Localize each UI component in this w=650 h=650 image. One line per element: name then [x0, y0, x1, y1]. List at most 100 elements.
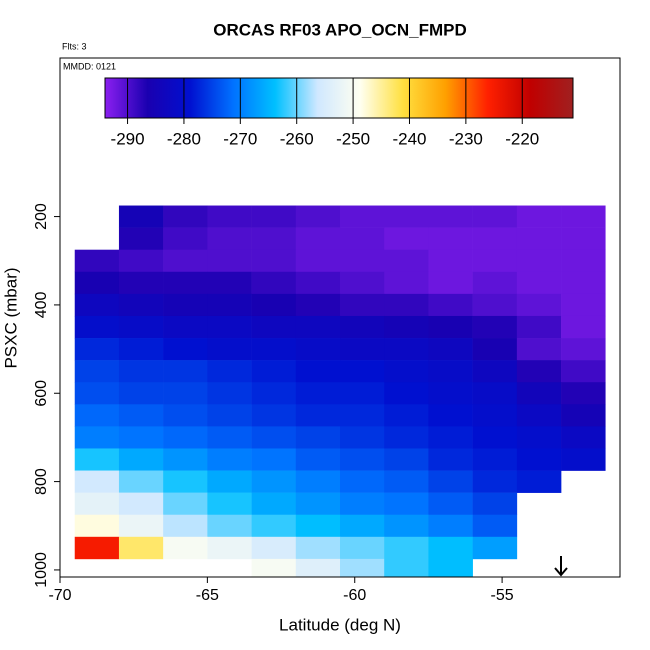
heat-cell	[118, 293, 164, 317]
heat-cell	[516, 404, 562, 427]
heat-cell	[74, 249, 120, 273]
heat-cell	[384, 315, 429, 339]
heat-cell	[561, 448, 606, 471]
heat-cell	[428, 492, 473, 516]
heat-cell	[207, 338, 252, 361]
heat-cell	[561, 271, 606, 295]
heat-cell	[340, 360, 385, 383]
heat-cell	[472, 360, 518, 383]
colorbar-tick-label: -230	[449, 129, 483, 148]
heat-cell	[384, 404, 429, 427]
heat-cell	[74, 448, 120, 471]
heat-cell	[295, 470, 341, 493]
y-tick-label: 1000	[33, 552, 50, 588]
colorbar-tick-label: -280	[167, 129, 201, 148]
heat-cell	[295, 536, 341, 560]
heat-cell	[74, 404, 120, 427]
heat-cell	[207, 492, 252, 516]
heat-cell	[163, 426, 208, 449]
heat-cell	[118, 360, 164, 383]
heat-cell	[118, 470, 164, 493]
heat-cell	[472, 271, 518, 295]
colorbar-tick-label: -260	[280, 129, 314, 148]
heat-cell	[384, 514, 429, 538]
heat-cell	[295, 382, 341, 405]
heat-cell	[251, 315, 297, 339]
heat-cell	[207, 382, 252, 405]
x-tick-label: -55	[491, 587, 514, 604]
heat-cell	[295, 448, 341, 471]
heat-cell	[251, 271, 297, 295]
plot-frame	[59, 57, 621, 578]
heat-cell	[118, 227, 164, 250]
heat-cell	[384, 382, 429, 405]
y-axis-label: PSXC (mbar)	[1, 267, 20, 368]
heat-cell	[516, 426, 562, 449]
heat-cell	[428, 448, 473, 471]
heat-cell	[516, 315, 562, 339]
heat-cell	[428, 360, 473, 383]
heat-cell	[74, 315, 120, 339]
heat-cell	[472, 249, 518, 273]
x-tick-label: -60	[343, 587, 366, 604]
heat-cell	[118, 514, 164, 538]
heat-cell	[251, 249, 297, 273]
heat-cell	[472, 514, 518, 538]
heat-cell	[251, 558, 297, 578]
heat-cell	[384, 227, 429, 250]
heat-cell	[74, 382, 120, 405]
heat-cell	[561, 227, 606, 250]
heat-cell	[428, 338, 473, 361]
heat-cell	[516, 448, 562, 471]
chart-title: ORCAS RF03 APO_OCN_FMPD	[213, 20, 466, 39]
colorbar-tick-label: -290	[111, 129, 145, 148]
heat-cell	[384, 558, 429, 578]
heat-cell	[340, 293, 385, 317]
heat-cell	[428, 558, 473, 578]
annotation: MMDD: 0121	[63, 61, 116, 71]
heat-cell	[163, 382, 208, 405]
heat-cell	[340, 271, 385, 295]
heat-cell	[118, 338, 164, 361]
heat-cell	[428, 293, 473, 317]
heat-cell	[207, 448, 252, 471]
y-tick-label: 400	[33, 291, 50, 318]
heat-cell	[384, 360, 429, 383]
heat-cell	[251, 205, 297, 228]
heat-cell	[207, 293, 252, 317]
heat-cell	[472, 426, 518, 449]
heat-cell	[472, 536, 518, 560]
heat-cell	[384, 249, 429, 273]
subtitle: Flts: 3	[62, 41, 87, 51]
heat-cell	[384, 271, 429, 295]
heat-cell	[251, 293, 297, 317]
heat-cell	[340, 558, 385, 578]
heat-cell	[516, 205, 562, 228]
heat-cell	[295, 271, 341, 295]
heat-cell	[340, 249, 385, 273]
heat-cell	[118, 382, 164, 405]
heat-cell	[472, 293, 518, 317]
heat-cell	[251, 426, 297, 449]
heat-cell	[340, 404, 385, 427]
heat-cell	[163, 360, 208, 383]
heat-cell	[163, 315, 208, 339]
heat-cell	[251, 492, 297, 516]
colorbar	[104, 77, 574, 119]
heat-cell	[207, 404, 252, 427]
heat-cell	[428, 382, 473, 405]
heat-cell	[340, 448, 385, 471]
heat-cell	[74, 514, 120, 538]
heat-cell	[295, 227, 341, 250]
heat-cell	[74, 271, 120, 295]
heat-cell	[74, 536, 120, 560]
heat-cell	[472, 448, 518, 471]
heat-cell	[428, 249, 473, 273]
heat-cell	[428, 426, 473, 449]
heat-cell	[561, 205, 606, 228]
heat-cell	[207, 360, 252, 383]
heat-cell	[163, 227, 208, 250]
heat-cell	[251, 227, 297, 250]
x-tick-label: -65	[196, 587, 219, 604]
heat-cell	[251, 404, 297, 427]
